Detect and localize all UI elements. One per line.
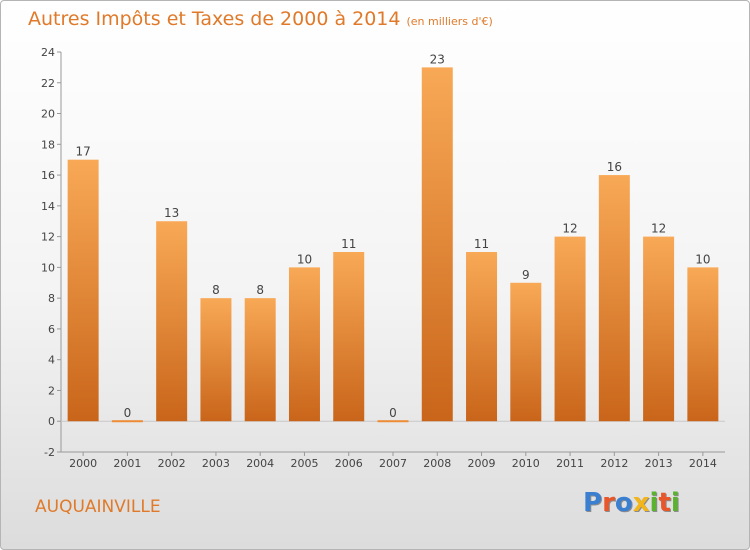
x-tick-label: 2012 [600, 457, 628, 470]
y-tick-label: 24 [41, 46, 55, 59]
value-label: 9 [522, 268, 530, 282]
y-tick-label: 4 [48, 354, 55, 367]
value-label: 0 [124, 406, 132, 420]
x-tick-label: 2007 [379, 457, 407, 470]
logo-letter: o [614, 488, 633, 518]
value-label: 16 [607, 160, 622, 174]
y-tick-label: 10 [41, 261, 55, 274]
logo-letter: i [670, 488, 680, 518]
x-tick-label: 2005 [290, 457, 318, 470]
y-tick-label: 18 [41, 138, 55, 151]
commune-name: AUQUAINVILLE [35, 497, 161, 517]
x-tick-label: 2002 [158, 457, 186, 470]
bar [466, 252, 498, 422]
bar [111, 420, 143, 423]
bar [377, 420, 409, 423]
x-tick-label: 2009 [468, 457, 496, 470]
value-label: 13 [164, 206, 179, 220]
value-label: 0 [389, 406, 397, 420]
value-label: 12 [562, 222, 577, 236]
chart-title: Autres Impôts et Taxes de 2000 à 2014 (en… [28, 8, 493, 30]
value-label: 10 [297, 252, 312, 266]
logo-letter: P [583, 488, 603, 518]
x-tick-label: 2006 [335, 457, 363, 470]
y-tick-label: 14 [41, 200, 55, 213]
y-tick-label: 2 [48, 384, 55, 397]
value-labels: 17 0 13 8 8 10 11 0 23 11 9 12 16 12 10 [75, 52, 710, 420]
y-tick-label: -2 [44, 446, 55, 459]
unit-note: (en milliers d'€) [406, 15, 493, 28]
value-label: 23 [430, 52, 445, 66]
bar [687, 267, 719, 422]
bars [67, 67, 719, 423]
bar [288, 267, 320, 422]
value-label: 11 [341, 237, 356, 251]
x-tick-label: 2008 [423, 457, 451, 470]
value-label: 17 [75, 145, 90, 159]
bar [421, 67, 453, 422]
y-tick-label: 0 [48, 415, 55, 428]
logo-letter: x [632, 488, 650, 518]
bar [333, 252, 365, 422]
logo-letter: t [658, 488, 671, 518]
x-tick-label: 2001 [113, 457, 141, 470]
bar [244, 298, 276, 422]
x-tick-label: 2003 [202, 457, 230, 470]
x-tick-label: 2011 [556, 457, 584, 470]
proxiti-logo[interactable]: Proxiti [583, 488, 680, 518]
logo-letter: i [649, 488, 659, 518]
y-tick-label: 6 [48, 323, 55, 336]
y-tick-label: 8 [48, 292, 55, 305]
bar [156, 221, 188, 422]
value-label: 12 [651, 222, 666, 236]
y-tick-label: 16 [41, 169, 55, 182]
value-label: 8 [212, 283, 220, 297]
logo-letter: r [602, 488, 615, 518]
x-tick-label: 2014 [689, 457, 717, 470]
value-label: 8 [256, 283, 264, 297]
y-tick-label: 22 [41, 77, 55, 90]
x-tick-label: 2000 [69, 457, 97, 470]
bar [67, 159, 99, 422]
y-tick-label: 12 [41, 231, 55, 244]
bar [200, 298, 232, 422]
bar [510, 282, 542, 422]
value-label: 11 [474, 237, 489, 251]
x-tick-label: 2013 [645, 457, 673, 470]
y-tick-label: 20 [41, 108, 55, 121]
x-tick-label: 2004 [246, 457, 274, 470]
value-label: 10 [695, 252, 710, 266]
bar [554, 236, 586, 422]
x-tick-label: 2010 [512, 457, 540, 470]
bar [598, 175, 630, 422]
chart-title-text: Autres Impôts et Taxes de 2000 à 2014 [28, 8, 401, 30]
bar [643, 236, 675, 422]
